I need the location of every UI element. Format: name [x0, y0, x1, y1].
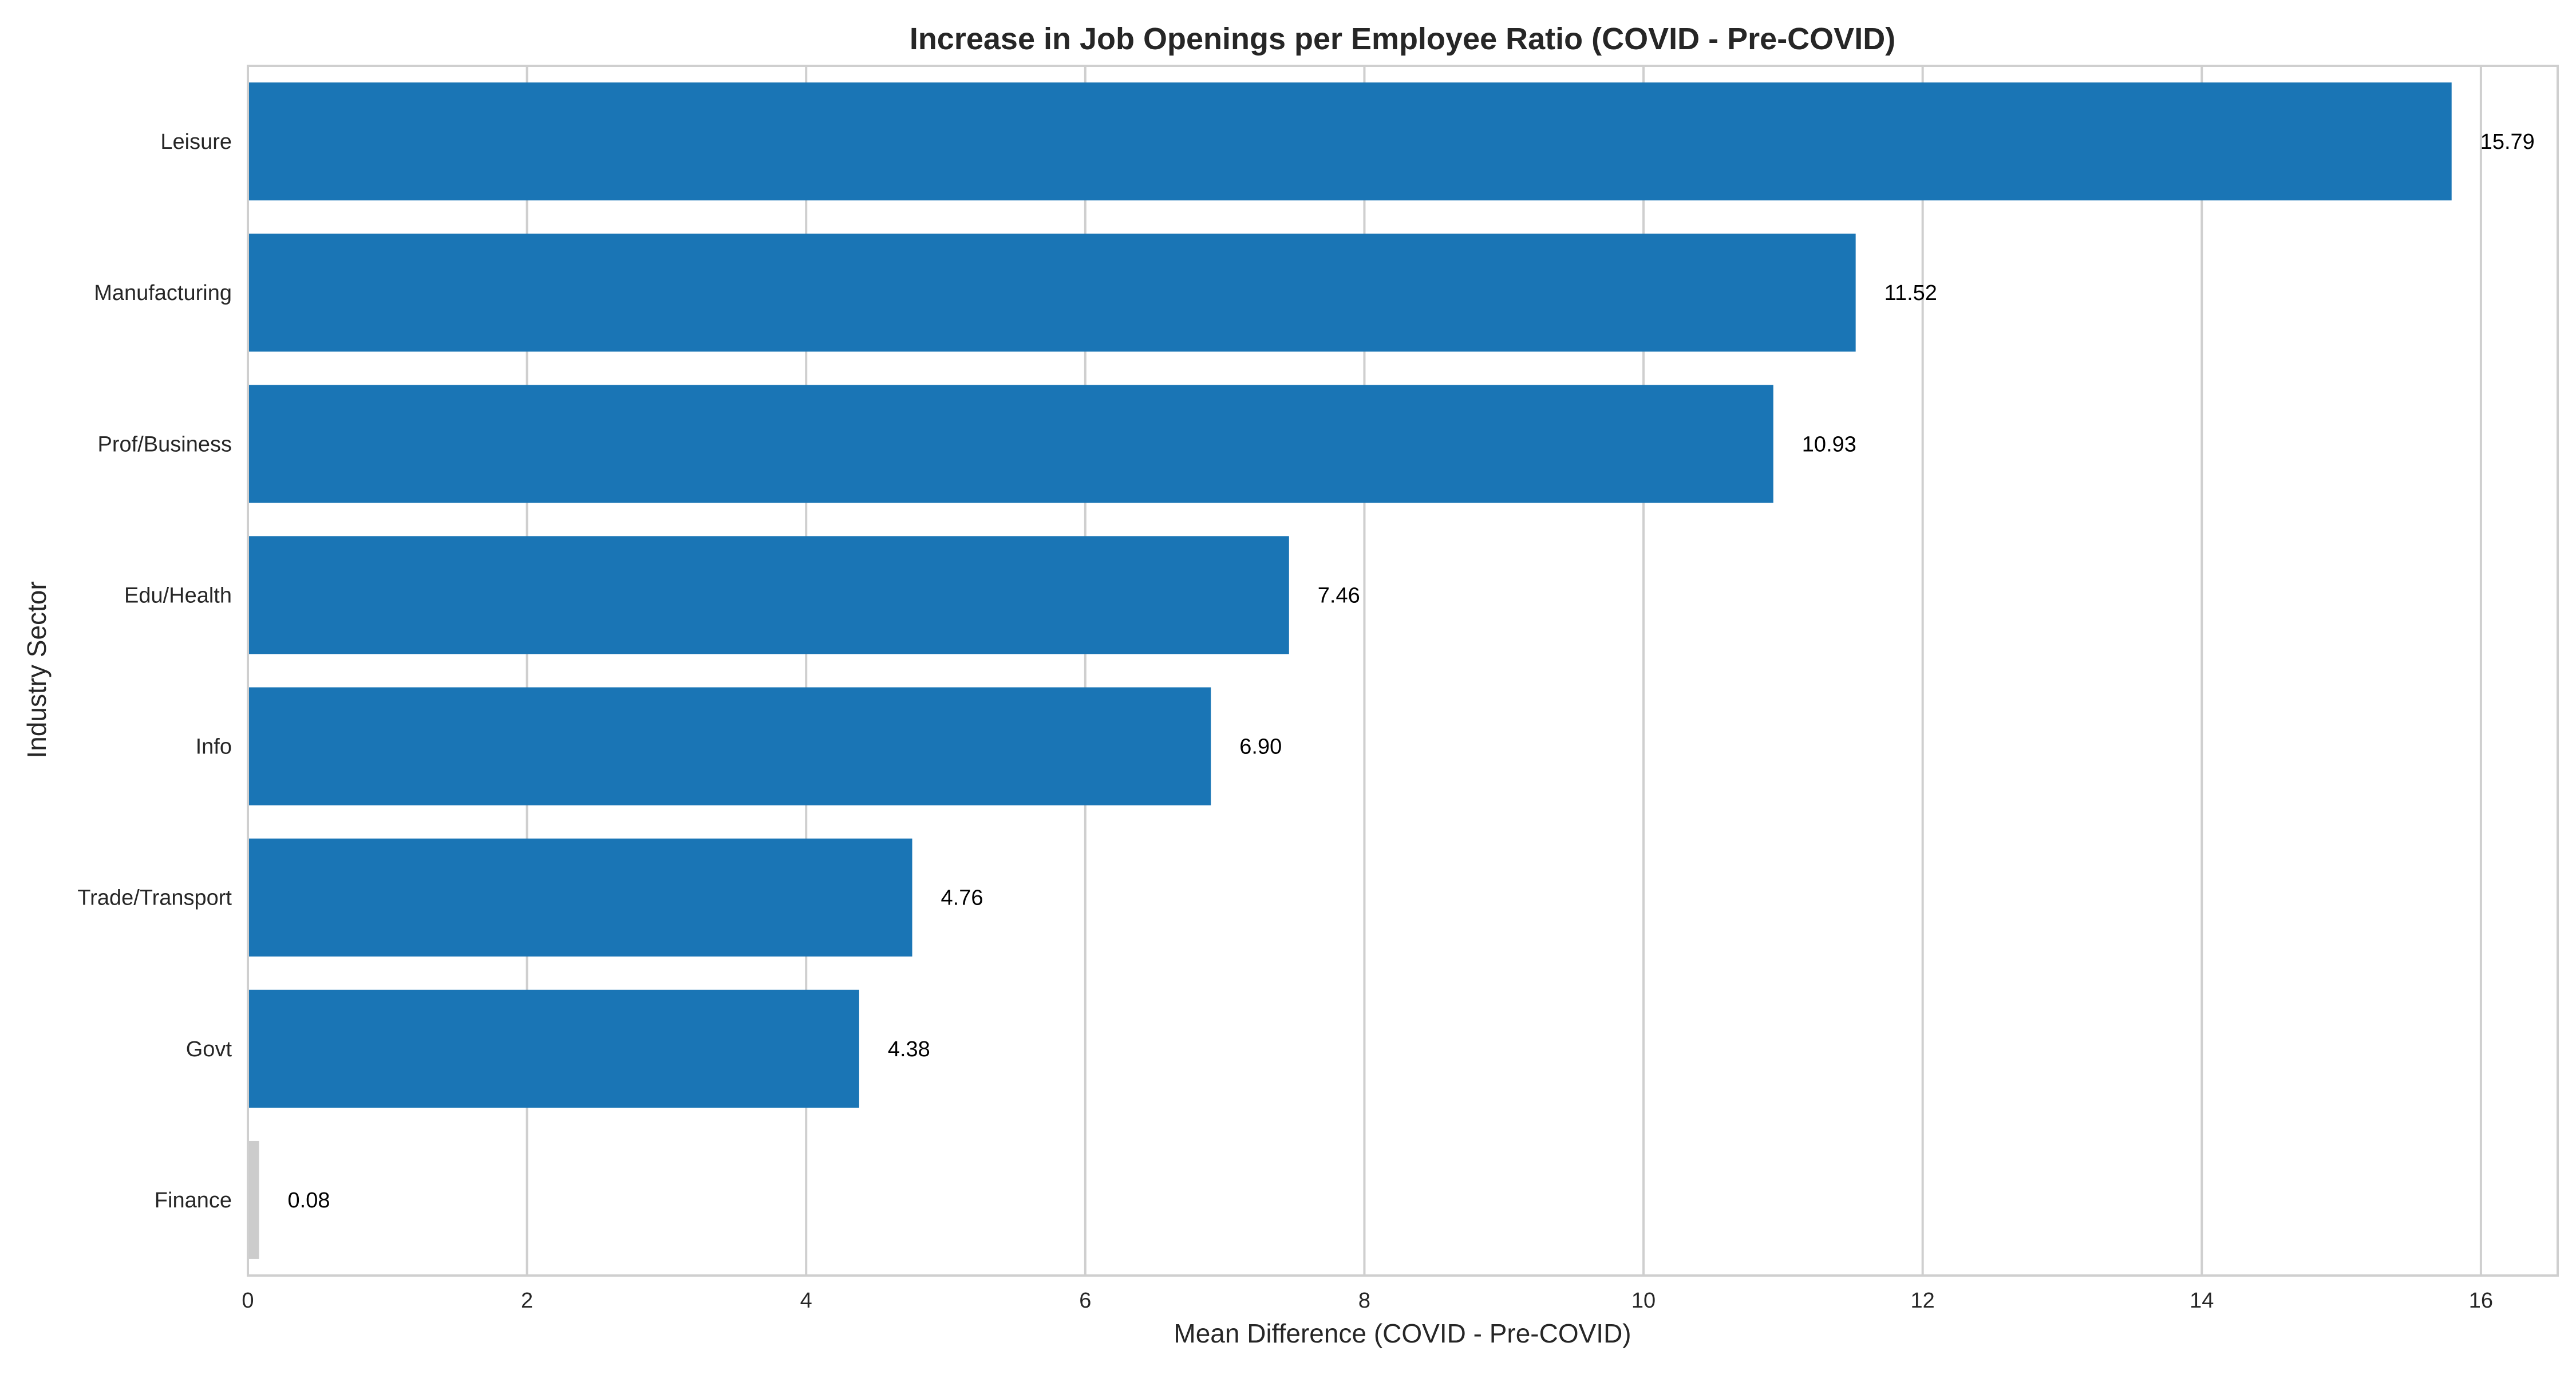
bar-edu-health: [248, 536, 1289, 654]
plot-frame: [247, 65, 2559, 1277]
x-tick-label: 6: [1079, 1289, 1091, 1313]
bar-value-label: 4.38: [888, 1037, 930, 1061]
bar-value-label: 10.93: [1802, 432, 1856, 456]
bar-govt: [248, 989, 859, 1108]
bar-prof-business: [248, 385, 1773, 503]
x-tick-label: 4: [800, 1289, 812, 1313]
x-tick-label: 14: [2190, 1289, 2214, 1313]
chart-title: Increase in Job Openings per Employee Ra…: [910, 22, 1895, 56]
y-tick-label: Prof/Business: [98, 432, 232, 456]
y-tick-label: Manufacturing: [94, 281, 232, 305]
bars: [248, 82, 2452, 1259]
value-labels: 15.79 11.52 10.93 7.46 6.90 4.76 4.38 0.08: [288, 130, 2535, 1213]
x-tick-label: 2: [521, 1289, 533, 1313]
y-tick-label: Leisure: [160, 130, 232, 154]
x-tick-label: 0: [242, 1289, 254, 1313]
y-tick-label: Info: [196, 735, 232, 759]
bar-trade-transport: [248, 838, 912, 957]
x-tick-label: 10: [1631, 1289, 1656, 1313]
bar-info: [248, 687, 1211, 806]
bar-value-label: 0.08: [288, 1189, 330, 1213]
bar-value-label: 4.76: [941, 886, 983, 910]
x-axis-label: Mean Difference (COVID - Pre-COVID): [1174, 1318, 1631, 1348]
bar-manufacturing: [248, 234, 1856, 352]
bar-value-label: 6.90: [1239, 735, 1282, 759]
x-tick-label: 12: [1911, 1289, 1935, 1313]
bar-value-label: 15.79: [2480, 130, 2535, 154]
y-tick-label: Trade/Transport: [77, 886, 232, 910]
y-tick-label: Govt: [186, 1037, 232, 1061]
x-tick-label: 16: [2469, 1289, 2493, 1313]
x-tick-labels: 0 2 4 6 8 10 12 14 16: [242, 1289, 2493, 1313]
bar-leisure: [248, 82, 2452, 201]
bar-finance: [248, 1140, 259, 1259]
y-axis-label: Industry Sector: [22, 581, 52, 758]
bar-value-label: 7.46: [1318, 583, 1360, 607]
y-tick-label: Edu/Health: [124, 583, 232, 607]
x-tick-label: 8: [1358, 1289, 1370, 1313]
y-tick-label: Finance: [155, 1189, 232, 1213]
bar-value-label: 11.52: [1884, 281, 1937, 305]
y-tick-labels: Leisure Manufacturing Prof/Business Edu/Hea…: [77, 130, 232, 1213]
